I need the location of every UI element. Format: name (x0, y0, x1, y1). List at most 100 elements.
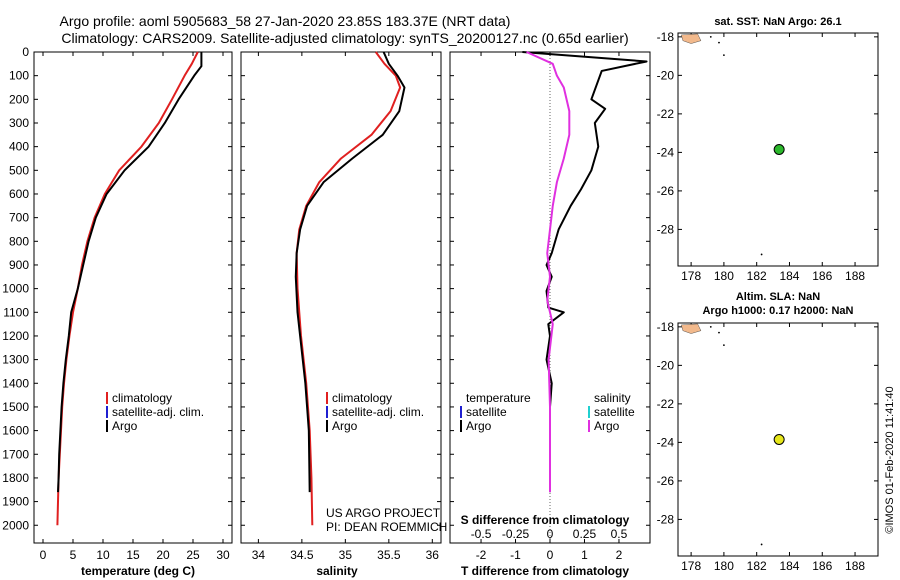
map-sst-land-fiji (681, 33, 702, 44)
map-sst-xtick-label: 182 (747, 269, 767, 283)
map-sst-island (723, 54, 725, 57)
temperature-panel-ytick-label: 100 (9, 69, 29, 83)
map-sla-island (718, 331, 720, 334)
salinity-legend-swatch (326, 420, 328, 432)
difference-salinity-tick-label: 0.5 (611, 527, 628, 541)
map-sst-island (718, 41, 720, 44)
salinity-panel-xtick-label: 36 (426, 548, 440, 562)
temperature-panel-ytick-label: 700 (9, 211, 29, 225)
difference-temperature-legend-swatch (460, 420, 462, 432)
temperature-panel-xtick-label: 15 (126, 548, 140, 562)
map-sla-xtick-label: 178 (681, 559, 701, 573)
map-sst-island (709, 35, 712, 38)
map-sst-ytick-label: -24 (657, 145, 675, 159)
difference-panel-xtick-label: 1 (581, 548, 588, 562)
difference-salinity-legend-swatch (588, 420, 590, 432)
map-sst-ytick-label: -20 (657, 68, 675, 82)
map-sla-island (760, 543, 763, 546)
temperature-panel-ytick-label: 1700 (2, 447, 29, 461)
difference-salinity-tick-label: 0 (547, 527, 554, 541)
map-sla-xtick-label: 188 (845, 559, 865, 573)
temperature-panel-ytick-label: 2000 (2, 518, 29, 532)
map-sst-xtick-label: 188 (845, 269, 865, 283)
temperature-argo-line (57, 52, 203, 493)
map-sst-xtick-label: 178 (681, 269, 701, 283)
map-sst-argo-marker (773, 144, 785, 155)
map-sla-subtitle: Argo h1000: 0.17 h2000: NaN (702, 305, 853, 317)
temperature-legend-swatch (106, 420, 108, 432)
difference-temperature-legend-label: temperature (466, 391, 531, 405)
salinity-legend-label: satellite-adj. clim. (332, 405, 424, 419)
temperature-panel-ytick-label: 200 (9, 92, 29, 106)
difference-temperature-argo-line (522, 51, 648, 493)
map-sla-xtick-label: 182 (747, 559, 767, 573)
map-sla-argo-marker (773, 434, 785, 445)
temperature-legend-swatch (106, 406, 108, 418)
credit-pi: PI: DEAN ROEMMICH (326, 520, 447, 534)
temperature-panel-ytick-label: 1200 (2, 329, 29, 343)
difference-panel-xtick-label: -2 (476, 548, 487, 562)
map-sla-ytick-label: -24 (657, 435, 675, 449)
difference-salinity-legend-label: satellite (594, 405, 635, 419)
salinity-panel-xtick-label: 34.5 (290, 548, 314, 562)
temperature-xlabel: temperature (deg C) (81, 564, 195, 578)
map-sst-ytick-label: -26 (657, 184, 675, 198)
difference-salinity-legend-swatch (588, 392, 590, 404)
temperature-legend-label: satellite-adj. clim. (112, 405, 204, 419)
map-sla-title: Altim. SLA: NaN (736, 291, 820, 303)
temperature-panel-xtick-label: 10 (96, 548, 110, 562)
temperature-panel-ytick-label: 1000 (2, 282, 29, 296)
map-sla-island (723, 344, 725, 347)
salinity-legend-swatch (326, 406, 328, 418)
temperature-panel-ytick-label: 1500 (2, 400, 29, 414)
temperature-panel-ytick-label: 1300 (2, 353, 29, 367)
map-sst-ytick-label: -18 (657, 30, 675, 44)
salinity-argo-line (294, 51, 406, 493)
temperature-legend-label: Argo (112, 419, 138, 433)
map-sla-ytick-label: -20 (657, 358, 675, 372)
map-sla-xtick-label: 184 (779, 559, 799, 573)
difference-panel-xtick-label: -1 (510, 548, 521, 562)
temperature-panel-xtick-label: 25 (186, 548, 200, 562)
temperature-legend-label: climatology (112, 391, 172, 405)
salinity-legend-swatch (326, 392, 328, 404)
temperature-panel-ytick-label: 1400 (2, 376, 29, 390)
figure-title-line1: Argo profile: aoml 5905683_58 27-Jan-202… (60, 13, 511, 29)
difference-salinity-legend-swatch (588, 406, 590, 418)
difference-salinity-legend-label: salinity (594, 391, 631, 405)
map-sst-ytick-label: -22 (657, 107, 675, 121)
temperature-panel-ytick-label: 500 (9, 163, 29, 177)
difference-temperature-legend-label: satellite (466, 405, 507, 419)
difference-salinity-tick-label: 0.25 (573, 527, 597, 541)
difference-salinity-argo-line (526, 51, 571, 493)
map-sst-title: sat. SST: NaN Argo: 26.1 (714, 16, 841, 28)
temperature-panel-ytick-label: 1600 (2, 424, 29, 438)
difference-temperature-legend-swatch (460, 392, 462, 404)
chart-panels: 0 5 10 15 20 25 300100200300400500600700800900… (2, 16, 879, 578)
temperature-panel-xtick-label: 20 (156, 548, 170, 562)
salinity-climatology-line (295, 51, 402, 526)
map-sla-xtick-label: 186 (812, 559, 832, 573)
difference-salinity-legend-label: Argo (594, 419, 620, 433)
temperature-panel-ytick-label: 300 (9, 116, 29, 130)
difference-temperature-legend-label: Argo (466, 419, 492, 433)
salinity-legend-label: climatology (332, 391, 392, 405)
temperature-panel-xtick-label: 30 (216, 548, 230, 562)
difference-salinity-tick-label: -0.5 (471, 527, 492, 541)
temperature-panel-ytick-label: 1100 (3, 305, 29, 319)
temperature-panel-xtick-label: 5 (70, 548, 77, 562)
map-sla-frame (677, 322, 879, 557)
figure-title-line2: Climatology: CARS2009. Satellite-adjuste… (61, 30, 628, 46)
map-sla-ytick-label: -26 (657, 474, 675, 488)
temperature-panel-xtick-label: 0 (40, 548, 47, 562)
salinity-legend-label: Argo (332, 419, 358, 433)
map-sst-island (760, 253, 763, 256)
difference-salinity-tick-label: -0.25 (502, 527, 530, 541)
temperature-panel-ytick-label: 900 (9, 258, 29, 272)
map-sla-island (709, 325, 712, 328)
difference-panel-xtick-label: 2 (616, 548, 623, 562)
map-sst-ytick-label: -28 (657, 222, 675, 236)
temperature-panel-frame (33, 51, 233, 544)
map-sst-xtick-label: 180 (714, 269, 734, 283)
